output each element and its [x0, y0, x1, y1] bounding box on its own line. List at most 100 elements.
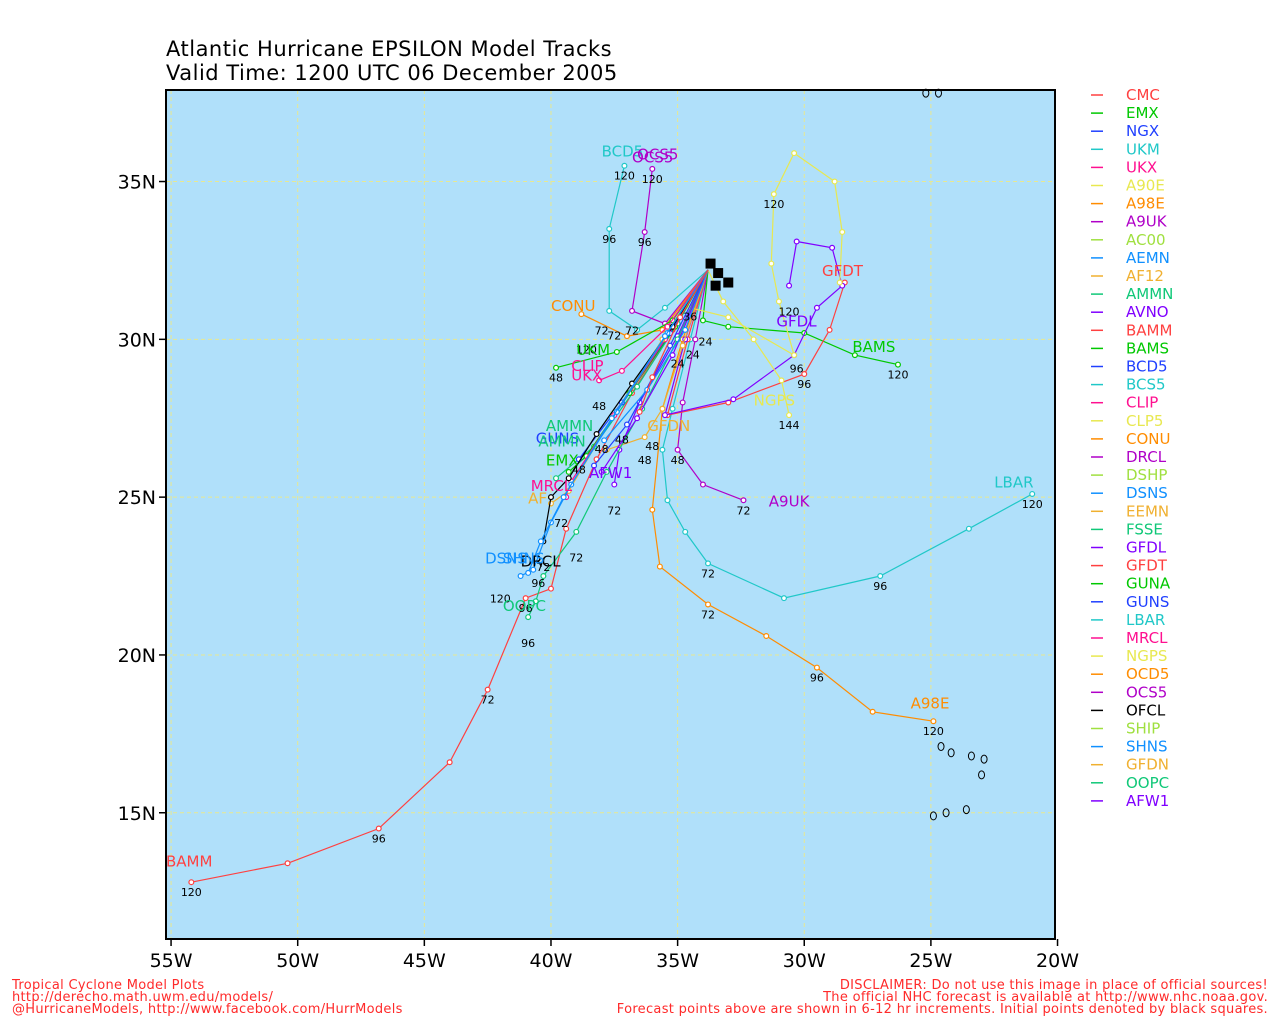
forecast-point [530, 566, 537, 573]
forecast-point [659, 446, 666, 453]
track-conu [581, 269, 709, 337]
forecast-hour-label: 72 [569, 552, 583, 565]
forecast-point [836, 279, 843, 286]
initial-position-square [713, 268, 724, 279]
forecast-point [601, 437, 608, 444]
x-tick-label: 30W [783, 950, 826, 972]
island-cape-verde [967, 751, 975, 761]
forecast-point [634, 383, 641, 390]
legend-item-shns: SHNS [1126, 738, 1168, 756]
forecast-point [661, 333, 668, 340]
x-tick-label: 55W [150, 950, 193, 972]
forecast-point [375, 825, 382, 832]
legend-item-ofcl: OFCL [1126, 701, 1166, 719]
legend-item-ocs5: OCS5 [1126, 683, 1167, 701]
forecast-hour-label: 48 [549, 372, 563, 385]
forecast-hour-label: 48 [615, 433, 629, 446]
track-label-ofcl: DRCL [521, 553, 562, 571]
forecast-point [636, 408, 643, 415]
legend-item-bcs5: BCS5 [1126, 376, 1166, 394]
forecast-point [851, 352, 858, 359]
forecast-hour-label: 120 [923, 725, 944, 738]
forecast-hour-label: 120 [181, 886, 202, 899]
track-aemn [603, 269, 709, 441]
forecast-point [649, 506, 656, 513]
forecast-point [656, 563, 663, 570]
forecast-point [629, 307, 636, 314]
forecast-point [578, 311, 585, 318]
forecast-point [692, 336, 699, 343]
forecast-point [649, 374, 656, 381]
legend-item-conu: CONU [1126, 430, 1170, 448]
legend-item-avno: AVNO [1126, 303, 1169, 321]
track-label-a98e: A98E [911, 695, 950, 713]
forecast-hour-label: 96 [790, 362, 804, 375]
forecast-point [661, 412, 668, 419]
model-legend: CMCEMXNGXUKMUKXA90EA98EA9UKAC00AEMNAF12A… [1091, 86, 1173, 810]
x-tick-label: 40W [529, 950, 572, 972]
forecast-hour-label: 72 [595, 324, 609, 337]
forecast-point [791, 352, 798, 359]
forecast-hour-label: 120 [1022, 498, 1043, 511]
forecast-point [596, 377, 603, 384]
track-labels: BAMM A98E LBAR A9UK BAMS GFDT GFDL NGPS BCD5OCS5… [166, 142, 1034, 870]
forecast-point [661, 304, 668, 311]
forecast-point [829, 244, 836, 251]
track-label-af12: AF [528, 489, 547, 507]
forecast-point [641, 229, 648, 236]
forecast-point [537, 538, 544, 545]
y-tick-label: 20N [118, 645, 156, 667]
track-label-extra: OCS5 [637, 145, 678, 163]
track-label-gfdt: GFDT [822, 262, 864, 280]
forecast-hour-label: 72 [736, 504, 750, 517]
forecast-point [699, 481, 706, 488]
legend-item-eemn: EEMN [1126, 502, 1169, 520]
legend-item-ammn: AMMN [1126, 285, 1173, 303]
forecast-point [682, 326, 689, 333]
track-label-a9uk: A9UK [769, 493, 811, 511]
forecast-hour-label: 48 [572, 463, 586, 476]
forecast-hour-label: 120 [887, 369, 908, 382]
forecast-point [720, 298, 727, 305]
initial-position-square [723, 277, 734, 288]
forecast-point [547, 585, 554, 592]
legend-item-aemn: AEMN [1126, 249, 1170, 267]
forecast-point [188, 879, 195, 886]
forecast-point [669, 405, 676, 412]
footer-left-line1: Tropical Cyclone Model Plots [11, 978, 204, 993]
track-cmc [639, 269, 709, 413]
forecast-point [778, 377, 785, 384]
track-label-emx: UKM [576, 341, 610, 359]
legend-item-ngx: NGX [1126, 122, 1159, 140]
forecast-point [894, 361, 901, 368]
forecast-point [831, 178, 838, 185]
model-tracks [188, 150, 1036, 886]
x-tick-label: 50W [276, 950, 319, 972]
forecast-hour-label: 48 [592, 400, 606, 413]
forecast-point [525, 614, 532, 621]
track-ukx [598, 269, 709, 381]
forecast-point [750, 336, 757, 343]
forecast-point [547, 494, 554, 501]
track-avno [601, 269, 709, 473]
forecast-point [677, 314, 684, 321]
forecast-point [780, 595, 787, 602]
legend-item-emx: EMX [1126, 104, 1159, 122]
legend-item-ukx: UKX [1126, 158, 1157, 176]
forecast-point [682, 528, 689, 535]
x-tick-label: 20W [1036, 950, 1079, 972]
initial-position-squares [705, 258, 734, 291]
forecast-hour-label: 96 [638, 236, 652, 249]
track-ngx [593, 269, 709, 466]
forecast-point [606, 225, 613, 232]
y-tick-label: 35N [118, 172, 156, 194]
forecast-point [563, 525, 570, 532]
legend-item-af12: AF12 [1126, 267, 1164, 285]
forecast-point [573, 528, 580, 535]
track-bams [702, 269, 899, 366]
longitude-axis: 55W 50W 45W 40W 35W 30W 25W 20W [150, 939, 1079, 972]
forecast-point [553, 364, 560, 371]
legend-item-guna: GUNA [1126, 575, 1171, 593]
track-a9uk [676, 269, 744, 501]
legend-item-clp5: CLP5 [1126, 412, 1163, 430]
